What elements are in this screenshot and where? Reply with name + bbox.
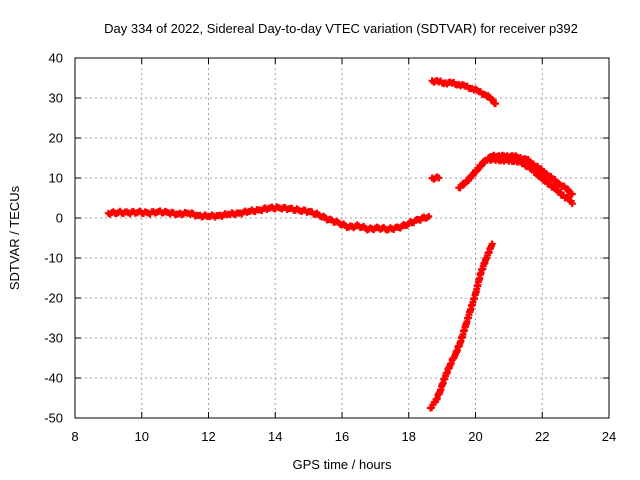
y-tick-label: 40 [49,51,63,66]
data-marks [104,77,576,412]
x-tick-label: 14 [268,429,282,444]
data-point [488,240,496,248]
x-tick-label: 24 [602,429,616,444]
data-point [492,100,500,108]
data-point [568,190,576,198]
y-tick-label: -30 [44,331,63,346]
chart-title: Day 334 of 2022, Sidereal Day-to-day VTE… [104,21,578,36]
data-point [568,200,576,208]
y-tick-label: -40 [44,371,63,386]
y-tick-label: -20 [44,291,63,306]
x-tick-label: 20 [468,429,482,444]
y-tick-label: -50 [44,411,63,426]
x-tick-label: 22 [535,429,549,444]
x-axis-label: GPS time / hours [293,457,392,472]
x-tick-label: 18 [402,429,416,444]
y-tick-label: 0 [56,211,63,226]
x-tick-label: 12 [201,429,215,444]
y-tick-label: 30 [49,91,63,106]
x-tick-label: 10 [135,429,149,444]
y-tick-label: 10 [49,171,63,186]
x-tick-label: 16 [335,429,349,444]
data-point [435,174,443,182]
y-tick-label: -10 [44,251,63,266]
y-tick-label: 20 [49,131,63,146]
y-axis-label: SDTVAR / TECUs [7,185,22,290]
x-tick-label: 8 [71,429,78,444]
axis-ticks: 8 10 12 14 16 18 20 22 24 40 30 20 10 0 -10 -20 -30 -40 -5… [44,51,616,445]
data-point [425,212,433,220]
grid-layer [75,58,609,418]
